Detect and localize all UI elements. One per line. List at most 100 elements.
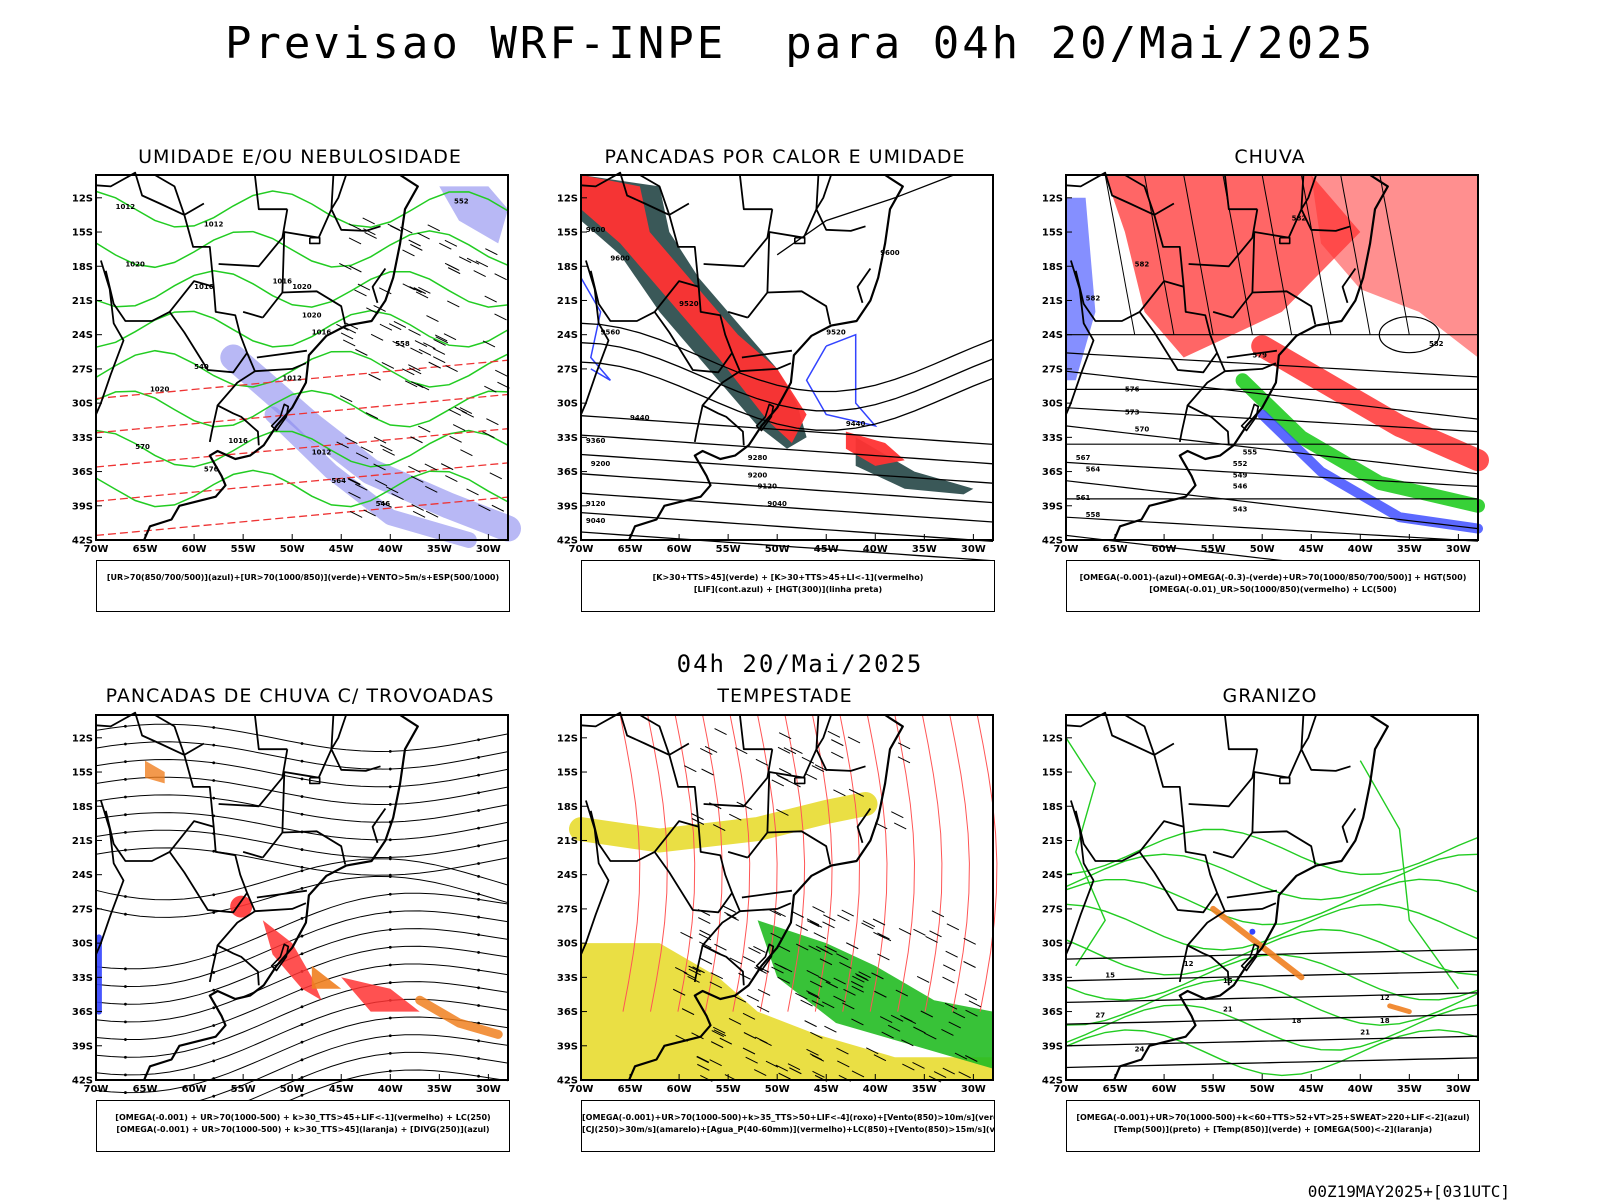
wind-vector	[913, 928, 926, 936]
flow-arrow	[388, 945, 392, 949]
state-border	[739, 362, 792, 373]
lc850-contour	[976, 714, 998, 1012]
legend-pancadas-trovoadas: [OMEGA(-0.001) + UR>70(1000-500) + k>30_…	[96, 1100, 510, 1152]
wind-vector	[444, 239, 458, 247]
hgt300-contour	[580, 415, 994, 446]
state-border	[218, 749, 289, 808]
wind-vector	[349, 510, 363, 518]
rain-red-band	[1251, 335, 1489, 472]
wind-vector	[699, 957, 713, 965]
wind-vector	[941, 1028, 954, 1036]
lon-tick-label: 35W	[1397, 1084, 1422, 1095]
state-border	[371, 267, 387, 304]
flow-arrow	[388, 857, 392, 861]
lat-tick-label: 15S	[557, 768, 578, 779]
wind-vector	[485, 248, 498, 256]
wind-vector	[837, 914, 850, 922]
flow-arrow	[477, 773, 480, 777]
wind-vector	[459, 407, 473, 414]
wind-vector	[822, 1001, 835, 1009]
flow-arrow	[124, 813, 127, 817]
contour-label: 552	[454, 198, 469, 206]
wind-vector	[822, 921, 835, 929]
wind-vector	[454, 406, 468, 414]
state-border	[1226, 889, 1278, 899]
wind-vector	[728, 1017, 742, 1025]
lon-tick-label: 40W	[863, 544, 888, 555]
wind-vector	[683, 972, 697, 979]
wind-vector	[348, 237, 362, 245]
wind-vector	[806, 969, 819, 977]
wind-vector	[482, 340, 496, 348]
wind-vector	[920, 1010, 933, 1018]
lat-tick-label: 24S	[557, 870, 578, 881]
wind-vector	[439, 242, 452, 250]
state-border	[254, 714, 288, 751]
coastline	[1113, 174, 1389, 541]
wind-vector	[913, 1026, 926, 1034]
plot-frame	[95, 714, 509, 1081]
flow-arrow	[300, 1076, 304, 1079]
flow-arrow	[477, 826, 480, 830]
thickness-contour	[95, 359, 509, 400]
wind-vector	[699, 929, 712, 937]
lon-tick-label: 65W	[133, 544, 158, 555]
lon-tick-label: 70W	[1054, 544, 1079, 555]
lif-contour	[805, 333, 878, 428]
state-border	[208, 405, 219, 443]
federal-district	[794, 776, 806, 785]
wind-vector	[745, 1056, 758, 1064]
contour-label: 552	[1233, 460, 1248, 468]
state-border	[154, 174, 186, 216]
wind-vector	[804, 1020, 817, 1028]
legend-chuva: [OMEGA(-0.001)-(azul)+OMEGA(-0.3)-(verde…	[1066, 560, 1480, 612]
state-border	[1300, 174, 1317, 210]
temp850-contour	[1065, 1029, 1479, 1077]
lif-contour	[580, 277, 611, 381]
wind-vector	[362, 217, 375, 225]
wind-vector	[444, 262, 458, 270]
flow-arrow	[300, 886, 304, 890]
wind-vector	[806, 990, 819, 998]
wind-vector	[831, 751, 844, 759]
state-border	[1341, 807, 1357, 844]
federal-district	[794, 236, 806, 245]
contour-label: 1020	[302, 312, 322, 320]
federal-district	[1279, 236, 1291, 245]
wind-vector	[723, 905, 737, 913]
flow-arrow	[477, 986, 480, 990]
lc850-contour	[619, 714, 641, 1012]
flow-arrow	[477, 951, 480, 954]
lon-tick-label: 45W	[329, 544, 354, 555]
lon-tick-label: 70W	[569, 544, 594, 555]
state-border	[856, 267, 872, 304]
contour-label: 18	[1292, 1017, 1302, 1025]
streamline	[1183, 174, 1214, 335]
wind-vector	[963, 961, 976, 968]
contour-label: 9600	[610, 255, 630, 263]
thickness-contour	[95, 496, 509, 537]
wind-vector	[756, 1005, 770, 1013]
wind-vector	[858, 971, 871, 979]
flow-arrow	[477, 791, 480, 795]
lat-tick-label: 27S	[557, 364, 578, 375]
lat-tick-label: 15S	[72, 768, 93, 779]
wind-vector	[379, 323, 393, 331]
state-border	[330, 748, 381, 772]
wind-vector	[862, 920, 876, 928]
panel-title-umidade: UMIDADE E/OU NEBULOSIDADE	[138, 146, 462, 168]
flow-arrow	[124, 912, 127, 916]
contour-label: 1012	[204, 220, 224, 228]
wind-vector	[697, 1063, 710, 1071]
wind-vector	[368, 373, 381, 381]
wind-vector	[777, 746, 791, 754]
lc850-contour	[812, 714, 833, 1012]
contour-label: 9040	[586, 517, 606, 525]
flow-arrow	[388, 1016, 392, 1020]
thunder-area-orange	[415, 995, 503, 1039]
flow-arrow	[388, 981, 392, 985]
flow-arrow	[124, 760, 127, 764]
temp500-contour	[1065, 1035, 1479, 1047]
